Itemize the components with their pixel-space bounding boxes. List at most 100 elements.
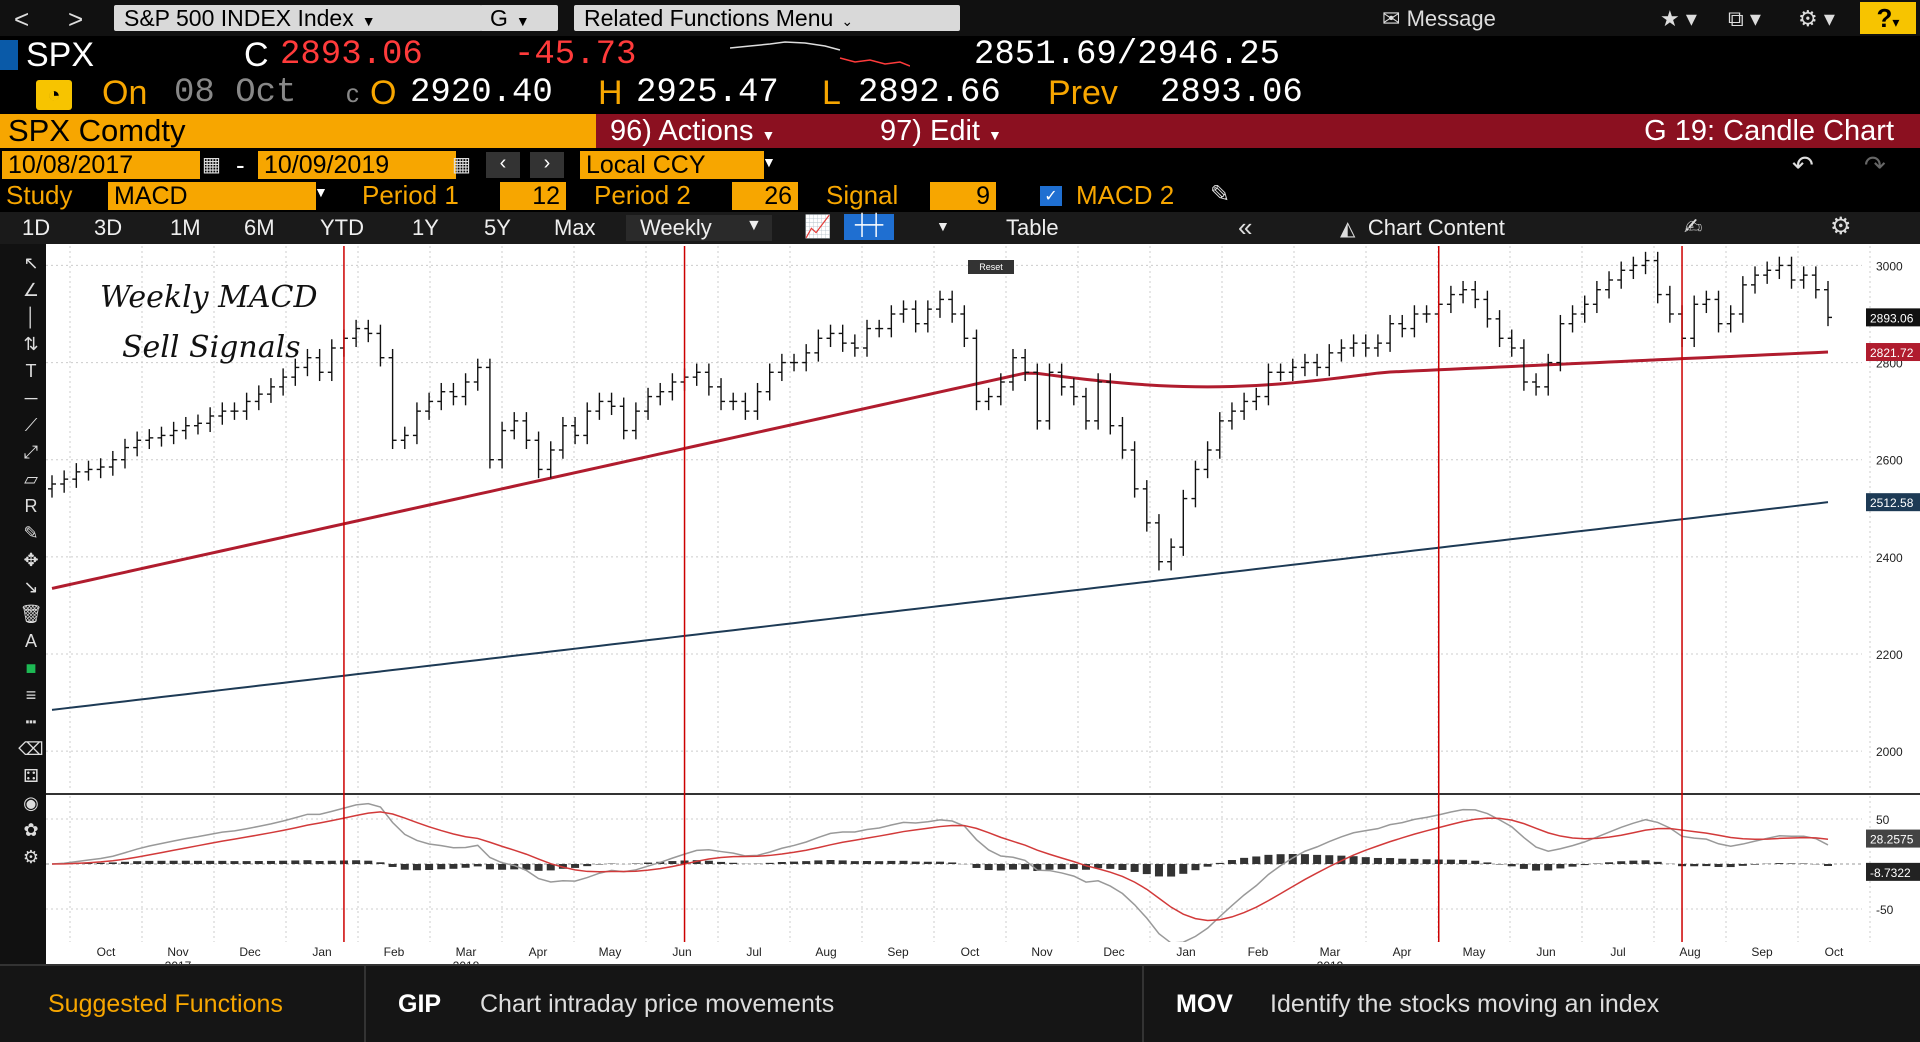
tf-ytd[interactable]: YTD	[320, 215, 364, 241]
gip-code[interactable]: GIP	[398, 990, 441, 1019]
macd-histogram-bar	[1179, 864, 1187, 874]
tf-5y[interactable]: 5Y	[484, 215, 511, 241]
chart-content-button[interactable]: ◭ Chart Content	[1340, 215, 1505, 241]
reset-button[interactable]: Reset	[968, 260, 1014, 274]
macd-histogram-bar	[1216, 863, 1224, 864]
help-button[interactable]: ?▾	[1860, 2, 1916, 34]
macd-histogram-bar	[1739, 864, 1747, 866]
price-label-value: 2821.72	[1870, 346, 1914, 360]
actions-menu[interactable]: 96) Actions ▼	[596, 114, 842, 148]
macd-histogram-bar	[535, 864, 543, 871]
macd-histogram-bar	[1058, 864, 1066, 869]
macd-histogram-bar	[486, 864, 494, 869]
security-title[interactable]: SPX Comdty	[0, 114, 598, 148]
study-parameters-row: Study MACD ▼ Period 1 12 Period 2 26 Sig…	[0, 180, 1920, 212]
macd-histogram-bar	[936, 862, 944, 864]
help-label: ?	[1877, 3, 1893, 33]
period2-input[interactable]: 26	[732, 182, 798, 210]
macd-histogram-bar	[1556, 864, 1564, 868]
tf-6m[interactable]: 6M	[244, 215, 275, 241]
x-month-label: Feb	[1248, 945, 1269, 959]
date-prefix: On	[102, 74, 147, 112]
mov-description[interactable]: Identify the stocks moving an index	[1270, 990, 1659, 1019]
macd-histogram-bar	[790, 862, 798, 864]
chevron-down-icon[interactable]: ▼	[762, 154, 776, 170]
pencil-icon[interactable]: ✎	[1210, 180, 1230, 209]
price-label-value: 2512.58	[1870, 496, 1914, 510]
macd-histogram-bar	[97, 863, 105, 864]
collapse-left-icon[interactable]: «	[1238, 212, 1252, 243]
macd-histogram-bar	[1496, 864, 1504, 865]
period-select[interactable]: Weekly ▼	[626, 215, 772, 241]
period1-label: Period 1	[362, 180, 459, 210]
next-period-button[interactable]: ›	[530, 152, 564, 178]
currency-dropdown[interactable]: Local CCY	[580, 151, 764, 179]
tf-1d[interactable]: 1D	[22, 215, 50, 241]
line-chart-icon[interactable]: 📈	[804, 214, 831, 240]
calendar-icon[interactable]: ▦	[452, 152, 471, 177]
security-dropdown[interactable]: S&P 500 INDEX Index▼	[114, 5, 482, 31]
macd-histogram-bar	[1459, 860, 1467, 864]
macd-histogram-bar	[1277, 854, 1285, 864]
signal-input[interactable]: 9	[930, 182, 996, 210]
function-title-bar: SPX Comdty 96) Actions ▼ 97) Edit ▼ G 19…	[0, 114, 1920, 150]
macd-histogram-bar	[900, 861, 908, 864]
tf-max[interactable]: Max	[554, 215, 596, 241]
macd-histogram-bar	[182, 861, 190, 864]
calendar-icon[interactable]: ▦	[202, 152, 221, 177]
chevron-down-icon[interactable]: ▼	[314, 184, 328, 200]
period1-input[interactable]: 12	[500, 182, 566, 210]
macd-histogram-bar	[1581, 864, 1589, 865]
macd-histogram-bar	[1070, 864, 1078, 869]
related-functions-dropdown[interactable]: Related Functions Menu⌄	[574, 5, 960, 31]
edit-menu[interactable]: 97) Edit ▼	[834, 114, 1116, 148]
annotate-icon[interactable]: ✍	[1684, 214, 1702, 240]
forward-arrow-icon[interactable]: >	[68, 4, 83, 35]
macd-histogram-bar	[1313, 855, 1321, 864]
study-dropdown[interactable]: MACD	[108, 182, 316, 210]
settings-gear-icon[interactable]: ⚙	[1830, 212, 1852, 241]
x-month-label: Apr	[529, 945, 548, 959]
g-menu-dropdown[interactable]: G▼	[480, 5, 558, 31]
y-tick-label: 2000	[1876, 745, 1903, 759]
message-button[interactable]: ✉ Message	[1382, 6, 1496, 32]
macd-histogram-bar	[1045, 864, 1053, 870]
x-month-label: Jan	[312, 945, 331, 959]
macd2-checkbox[interactable]: ✓	[1040, 186, 1062, 206]
back-arrow-icon[interactable]: <	[14, 4, 29, 35]
open-value: 2920.40	[410, 74, 553, 112]
undo-icon[interactable]: ↶	[1792, 150, 1814, 181]
macd-histogram-bar	[376, 862, 384, 864]
macd-histogram-bar	[401, 864, 409, 870]
prev-period-button[interactable]: ‹	[486, 152, 520, 178]
tf-1m[interactable]: 1M	[170, 215, 201, 241]
chevron-down-icon[interactable]: ▼	[936, 218, 950, 234]
macd-histogram-bar	[1642, 860, 1650, 864]
mov-code[interactable]: MOV	[1176, 990, 1233, 1019]
bar-chart-icon[interactable]: ┼┼	[844, 214, 894, 240]
x-month-label: Aug	[815, 945, 836, 959]
macd-histogram-bar	[583, 864, 591, 866]
window-icon[interactable]: ⧉ ▾	[1728, 6, 1761, 32]
tf-3d[interactable]: 3D	[94, 215, 122, 241]
redo-icon[interactable]: ↷	[1864, 150, 1886, 181]
macd-histogram-bar	[1800, 863, 1808, 864]
x-month-label: Jun	[672, 945, 691, 959]
macd-histogram-bar	[766, 863, 774, 864]
chevron-down-icon: ▼	[988, 127, 1002, 143]
gear-icon[interactable]: ⚙ ▾	[1798, 6, 1835, 32]
star-icon[interactable]: ★ ▾	[1660, 6, 1697, 32]
end-date-field[interactable]: 10/09/2019	[258, 151, 456, 179]
macd-histogram-bar	[157, 861, 165, 864]
gip-description[interactable]: Chart intraday price movements	[480, 990, 834, 1019]
start-date-field[interactable]: 10/08/2017	[2, 151, 200, 179]
table-button[interactable]: Table	[1006, 215, 1059, 241]
price-label-value: 2893.06	[1870, 311, 1914, 325]
macd-histogram-bar	[644, 863, 652, 864]
speedometer-icon[interactable]: ◔	[36, 80, 72, 110]
g-menu-label: G	[490, 5, 508, 31]
tf-1y[interactable]: 1Y	[412, 215, 439, 241]
low-value: 2892.66	[858, 74, 1001, 112]
last-price: 2893.06	[280, 36, 423, 74]
actions-label: 96) Actions	[610, 115, 753, 147]
